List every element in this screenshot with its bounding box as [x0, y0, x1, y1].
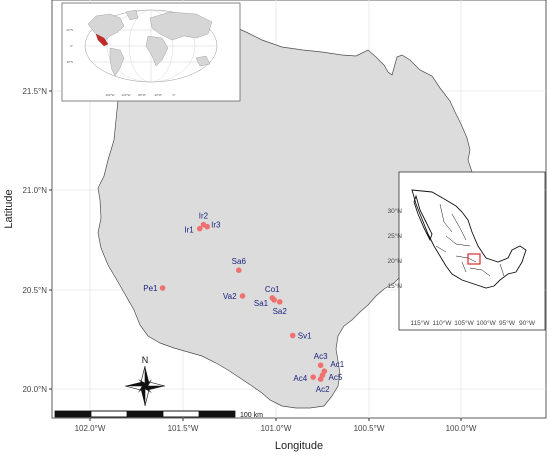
inset-lon-label: 110°W: [432, 319, 452, 327]
site-label: Ir2: [199, 212, 209, 221]
study-area-box: [467, 253, 481, 265]
y-axis-title: Latitude: [3, 189, 15, 228]
world-lat-label: 0°: [70, 44, 74, 48]
site-label: Ac1: [330, 360, 344, 369]
inset-lon-label: 115°W: [410, 319, 430, 327]
site-point: [159, 285, 166, 291]
site-label: Ir3: [211, 221, 221, 230]
greenland-shape: [125, 9, 139, 21]
y-tick-label: 21.0°N: [22, 186, 47, 195]
inset-lon-label: 100°W: [476, 319, 496, 327]
mexico-highlight-shape: [95, 33, 109, 47]
world-lat-label: 40°S: [66, 60, 73, 64]
state-outline: [97, 23, 475, 409]
site-label: Va2: [223, 292, 237, 301]
site-point: [236, 267, 242, 274]
inset-lat-label: 25°N: [387, 232, 402, 240]
south-america-shape: [109, 47, 125, 77]
site-label: Sa1: [254, 299, 269, 308]
mexico-outline: [411, 189, 527, 289]
y-tick-label: 21.5°N: [22, 87, 47, 96]
inset-lon-label: 105°W: [454, 319, 474, 327]
world-inset: 40°N 0° 40°S 160°W 120°W 80°W 40°W 0°: [61, 2, 241, 102]
north-arrow-label: N: [142, 355, 149, 365]
inset-lat-label: 20°N: [387, 257, 402, 265]
site-point: [317, 376, 324, 382]
inset-lat-label: 30°N: [387, 207, 402, 215]
site-label: Ac4: [293, 374, 307, 383]
europe-asia-shape: [149, 11, 213, 41]
world-lon-label: 0°: [173, 93, 177, 97]
site-point: [239, 293, 246, 299]
y-axis-ticks: 21.5°N 21.0°N 20.5°N 20.0°N: [22, 87, 52, 394]
x-axis-ticks: 102.0°W 101.5°W 101.0°W 100.5°W 100.0°W: [75, 418, 477, 433]
world-lat-label: 40°N: [66, 28, 73, 32]
world-lon-label: 120°W: [121, 93, 130, 97]
site-point: [276, 299, 283, 305]
site-label: Ac5: [329, 373, 343, 382]
x-tick-label: 100.5°W: [354, 424, 385, 433]
inset-lat-label: 15°N: [387, 282, 402, 290]
site-label: Ac3: [314, 352, 328, 361]
y-tick-label: 20.0°N: [22, 385, 47, 394]
inset-lon-label: 90°W: [519, 319, 536, 327]
scale-bar-label: 100 km: [240, 412, 263, 419]
site-point: [204, 223, 210, 230]
site-label: Pe1: [143, 284, 158, 293]
x-tick-label: 101.5°W: [168, 424, 199, 433]
world-lon-label: 160°W: [105, 93, 114, 97]
scale-bar: 100 km: [54, 410, 263, 419]
x-axis-title: Longitude: [275, 440, 323, 452]
site-label: Sa2: [273, 307, 288, 316]
site-label: Co1: [265, 285, 280, 294]
africa-shape: [145, 35, 169, 67]
site-label: Ir1: [184, 226, 194, 235]
australia-shape: [195, 55, 211, 67]
site-point: [310, 374, 317, 380]
site-point: [196, 225, 203, 232]
site-label: Sa6: [232, 257, 247, 266]
site-point: [271, 297, 277, 303]
x-tick-label: 100.0°W: [446, 424, 477, 433]
y-tick-label: 20.5°N: [22, 286, 47, 295]
x-tick-label: 101.0°W: [261, 424, 292, 433]
site-label: Ac2: [316, 385, 330, 394]
site-point: [317, 362, 324, 369]
world-lon-label: 40°W: [154, 93, 162, 97]
world-lon-label: 80°W: [138, 93, 146, 97]
north-arrow: N: [124, 355, 166, 407]
mexico-inset: 30°N 25°N 20°N 15°N 115°W 110°W 105°W 10…: [387, 171, 546, 331]
mexico-state-lines: [435, 203, 505, 277]
site-point: [289, 332, 296, 339]
site-label: Sv1: [298, 332, 312, 341]
x-tick-label: 102.0°W: [75, 424, 106, 433]
inset-lon-label: 95°W: [499, 319, 516, 327]
